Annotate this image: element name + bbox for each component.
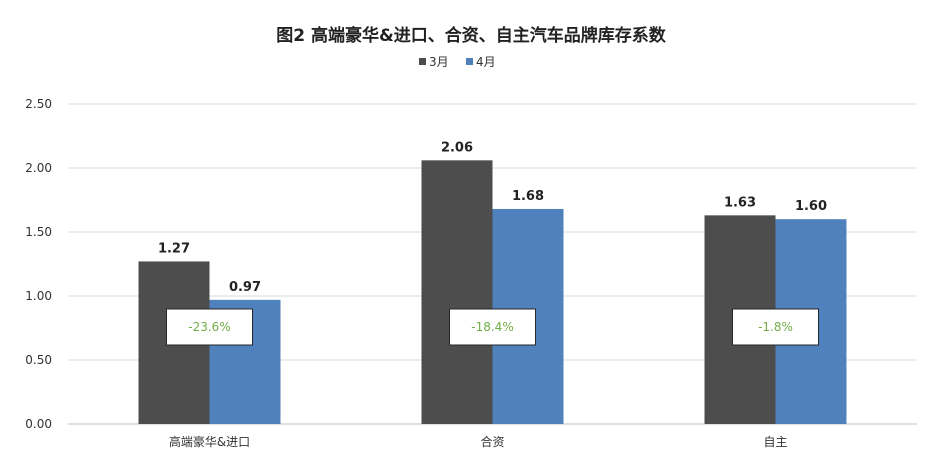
legend: 3月 4月 — [419, 55, 496, 69]
y-tick-label: 2.50 — [25, 97, 52, 111]
legend-swatch-0 — [419, 58, 426, 65]
y-tick-label: 0.00 — [25, 417, 52, 431]
change-annotation-text: -1.8% — [758, 320, 793, 334]
chart-title: 图2 高端豪华&进口、合资、自主汽车品牌库存系数 — [276, 25, 667, 46]
data-label: 1.60 — [795, 199, 827, 214]
y-tick-label: 1.50 — [25, 225, 52, 239]
data-labels: 1.27 0.97 2.06 1.68 1.63 1.60 — [158, 140, 827, 295]
legend-label-1: 4月 — [476, 55, 496, 69]
category-label: 自主 — [763, 435, 787, 449]
change-annotations: -23.6% -18.4% -1.8% — [166, 308, 819, 346]
change-annotation-text: -23.6% — [188, 320, 230, 334]
change-annotation-box-1 — [449, 308, 536, 346]
change-annotation-box-0 — [166, 308, 253, 346]
legend-swatch-1 — [466, 58, 473, 65]
data-label: 2.06 — [441, 140, 473, 155]
y-tick-label: 1.00 — [25, 289, 52, 303]
data-label: 0.97 — [229, 280, 261, 295]
y-tick-label: 2.00 — [25, 161, 52, 175]
category-label: 合资 — [480, 434, 504, 449]
legend-label-0: 3月 — [429, 55, 449, 69]
bar-march-1 — [421, 160, 493, 424]
data-label: 1.27 — [158, 241, 190, 256]
change-annotation-box-2 — [732, 308, 819, 346]
data-label: 1.68 — [512, 189, 544, 204]
change-annotation-text: -18.4% — [471, 320, 513, 334]
x-axis-categories: 高端豪华&进口 合资 自主 — [169, 434, 788, 449]
y-axis-ticks: 0.00 0.50 1.00 1.50 2.00 2.50 — [25, 97, 52, 431]
data-label: 1.63 — [724, 195, 756, 210]
y-tick-label: 0.50 — [25, 353, 52, 367]
category-label: 高端豪华&进口 — [169, 434, 250, 449]
